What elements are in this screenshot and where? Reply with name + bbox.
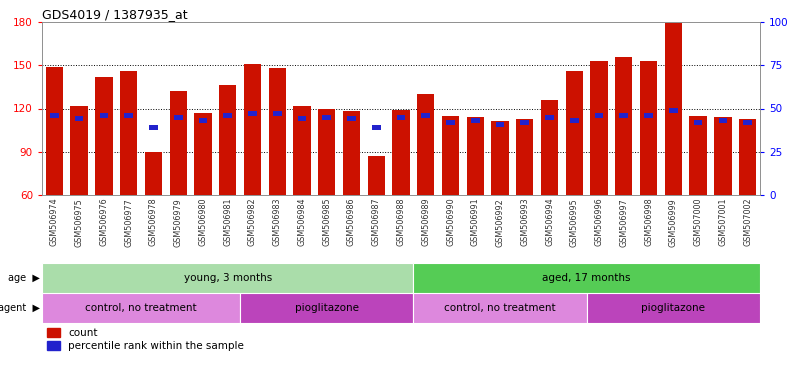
Text: GDS4019 / 1387935_at: GDS4019 / 1387935_at bbox=[42, 8, 187, 21]
Bar bbox=[714, 117, 731, 195]
Text: control, no treatment: control, no treatment bbox=[85, 303, 197, 313]
Bar bbox=[273, 111, 281, 116]
Bar bbox=[174, 115, 183, 120]
Bar bbox=[50, 113, 58, 118]
Bar bbox=[120, 71, 137, 195]
Bar bbox=[99, 113, 108, 118]
Bar bbox=[244, 64, 261, 195]
Bar bbox=[644, 113, 653, 118]
Bar bbox=[541, 100, 558, 195]
Text: pioglitazone: pioglitazone bbox=[295, 303, 359, 313]
Bar bbox=[70, 106, 88, 195]
Bar bbox=[368, 156, 385, 195]
Bar bbox=[145, 152, 162, 195]
Bar bbox=[124, 113, 133, 118]
Bar bbox=[248, 111, 257, 116]
Bar bbox=[318, 109, 336, 195]
Bar bbox=[594, 113, 603, 118]
Bar bbox=[170, 91, 187, 195]
Bar bbox=[491, 121, 509, 195]
Bar bbox=[694, 120, 702, 125]
Bar bbox=[743, 120, 752, 125]
Bar bbox=[496, 122, 505, 127]
Bar bbox=[442, 116, 459, 195]
Bar bbox=[298, 116, 306, 121]
Bar bbox=[149, 125, 158, 130]
Bar bbox=[417, 94, 434, 195]
Bar bbox=[223, 113, 232, 118]
Legend: count, percentile rank within the sample: count, percentile rank within the sample bbox=[47, 328, 244, 351]
Bar bbox=[669, 108, 678, 113]
Bar bbox=[665, 23, 682, 195]
Text: young, 3 months: young, 3 months bbox=[183, 273, 272, 283]
Bar bbox=[46, 67, 63, 195]
Bar bbox=[42, 263, 413, 293]
Bar bbox=[516, 119, 533, 195]
Bar bbox=[718, 118, 727, 123]
Bar bbox=[343, 111, 360, 195]
Bar bbox=[240, 293, 413, 323]
Bar bbox=[219, 85, 236, 195]
Bar bbox=[566, 71, 583, 195]
Bar bbox=[590, 61, 608, 195]
Bar bbox=[570, 118, 578, 123]
Bar bbox=[42, 293, 240, 323]
Bar bbox=[413, 263, 760, 293]
Bar bbox=[396, 115, 405, 120]
Bar bbox=[421, 113, 430, 118]
Text: control, no treatment: control, no treatment bbox=[445, 303, 556, 313]
Bar bbox=[392, 110, 409, 195]
Bar bbox=[467, 117, 484, 195]
Bar bbox=[372, 125, 380, 130]
Bar bbox=[640, 61, 658, 195]
Bar bbox=[545, 115, 553, 120]
Bar bbox=[95, 77, 113, 195]
Bar bbox=[521, 120, 529, 125]
Bar bbox=[293, 106, 311, 195]
Text: age  ▶: age ▶ bbox=[8, 273, 40, 283]
Bar bbox=[195, 113, 211, 195]
Bar bbox=[471, 118, 480, 123]
Bar bbox=[199, 118, 207, 123]
Bar bbox=[347, 116, 356, 121]
Text: aged, 17 months: aged, 17 months bbox=[542, 273, 631, 283]
Bar bbox=[268, 68, 286, 195]
Bar bbox=[74, 116, 83, 121]
Bar bbox=[413, 293, 586, 323]
Text: agent  ▶: agent ▶ bbox=[0, 303, 40, 313]
Bar bbox=[322, 115, 331, 120]
Bar bbox=[615, 56, 633, 195]
Bar bbox=[619, 113, 628, 118]
Bar bbox=[690, 116, 706, 195]
Bar bbox=[739, 119, 756, 195]
Text: pioglitazone: pioglitazone bbox=[642, 303, 706, 313]
Bar bbox=[446, 120, 455, 125]
Bar bbox=[586, 293, 760, 323]
